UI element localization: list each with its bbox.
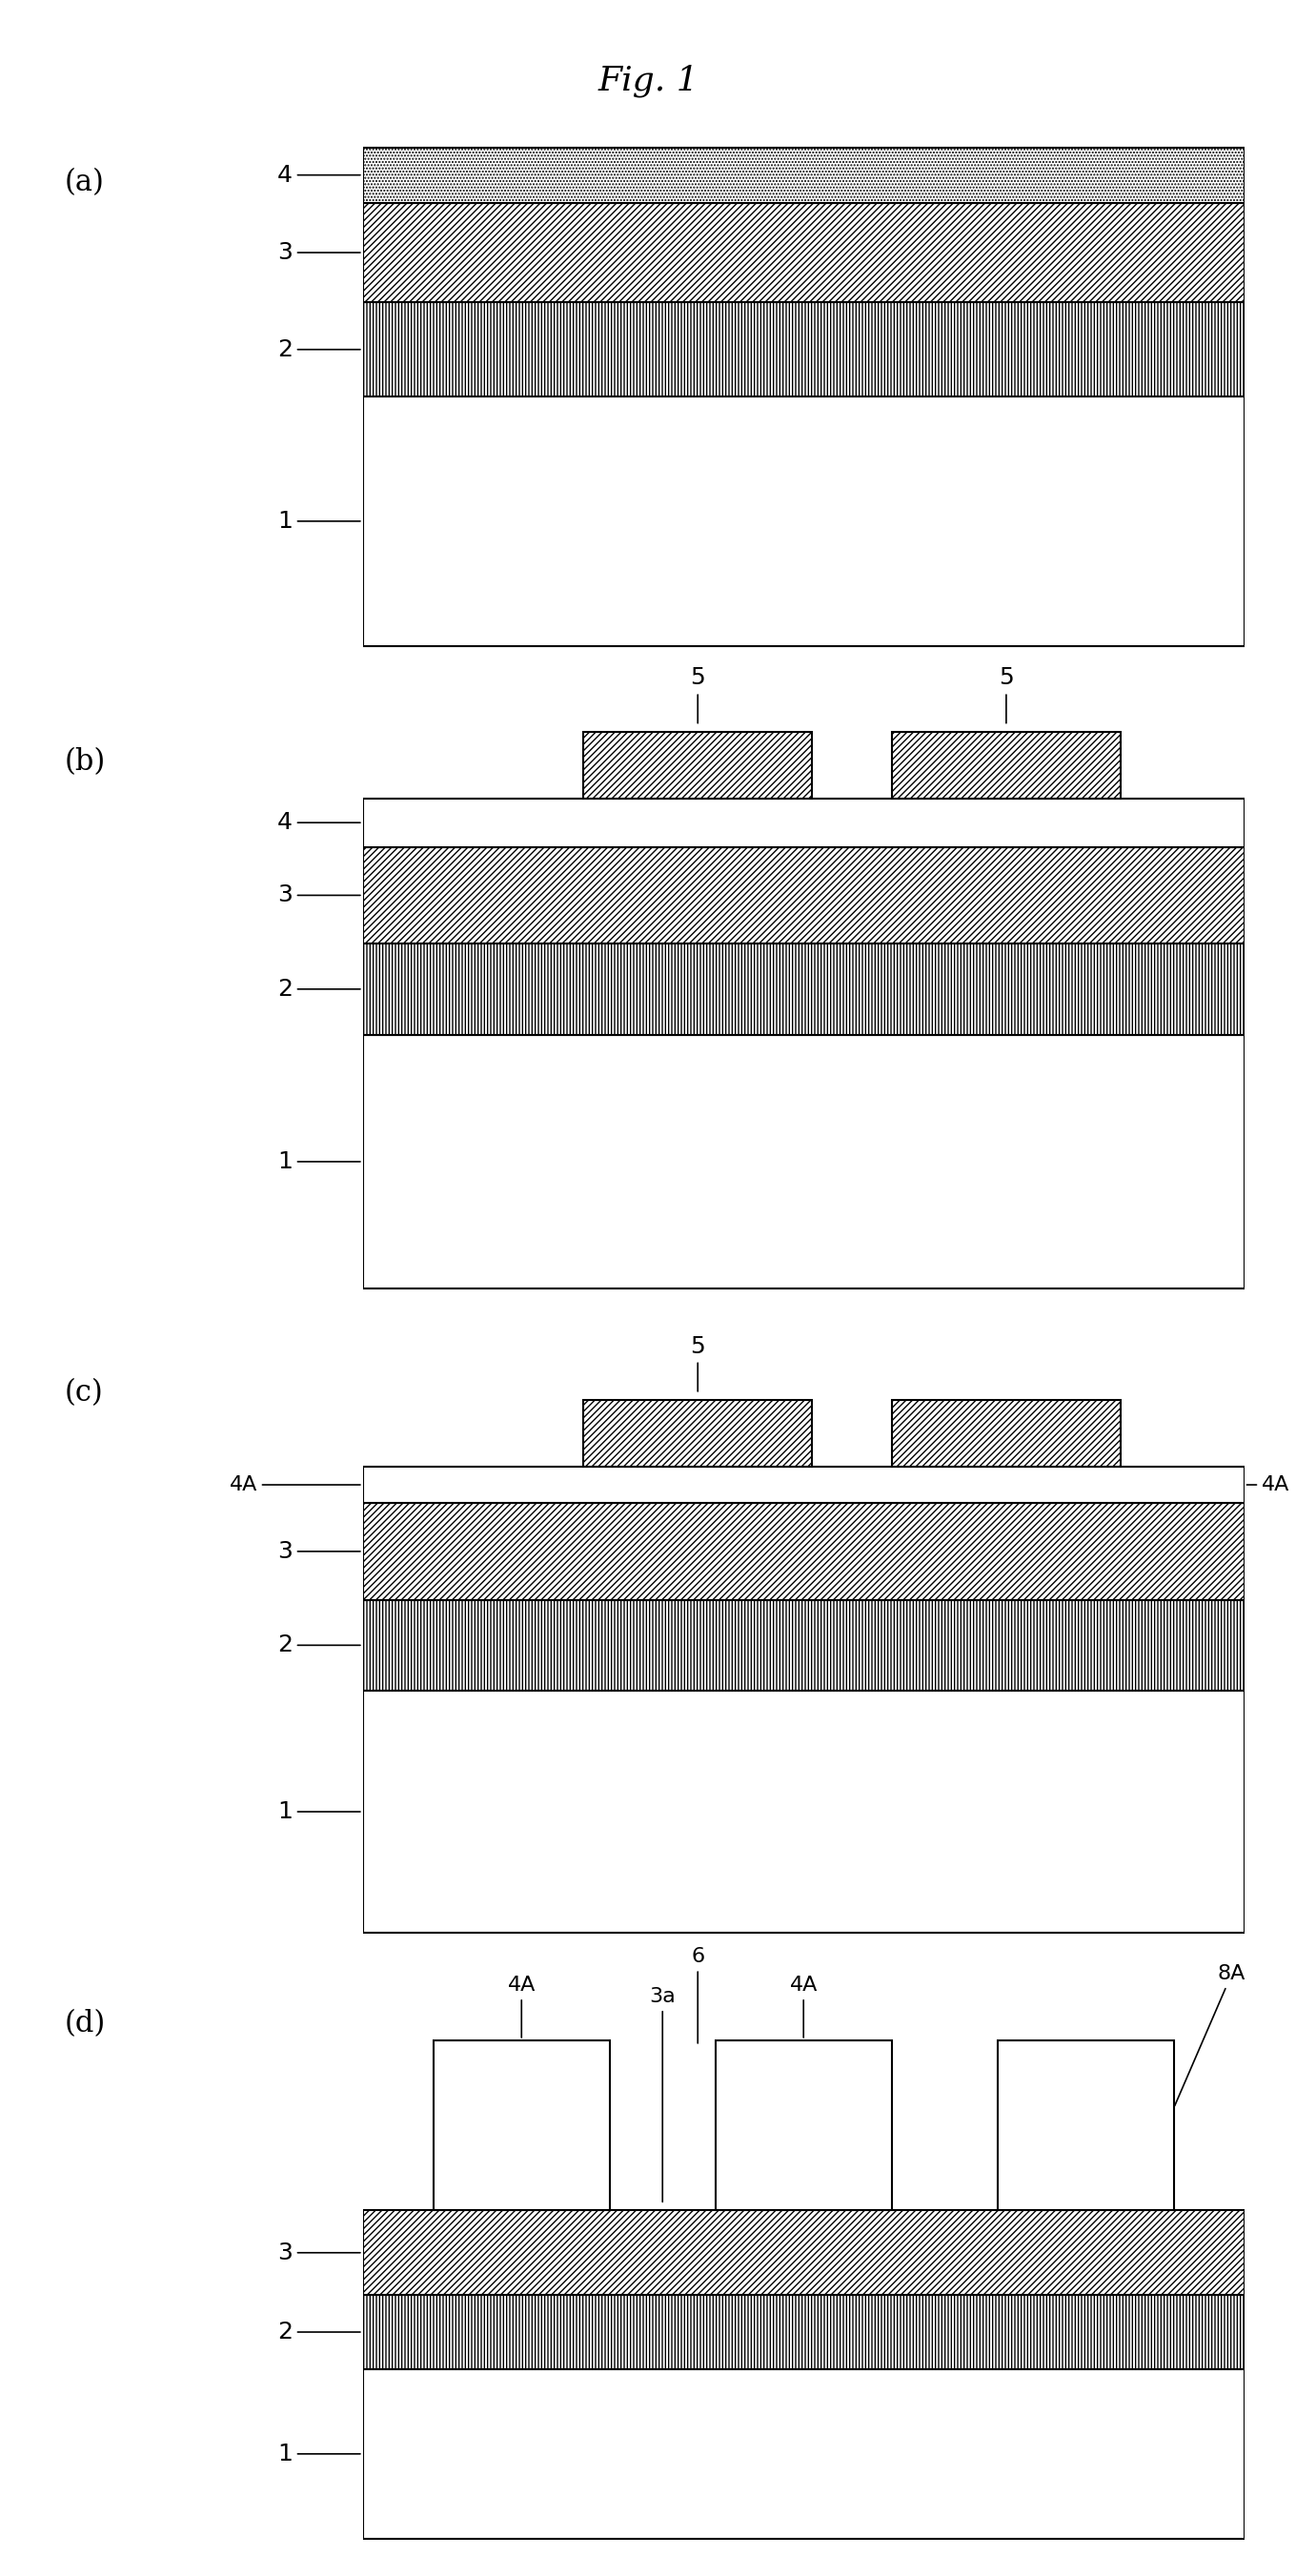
Text: (a): (a)	[65, 167, 105, 196]
Text: 4A: 4A	[508, 1976, 535, 2038]
Text: Fig. 1: Fig. 1	[597, 64, 699, 98]
Text: 1: 1	[277, 510, 360, 533]
Bar	[363, 1502, 1244, 1600]
Text: 5: 5	[691, 1334, 705, 1391]
Text: 3: 3	[277, 242, 360, 263]
Bar	[433, 2040, 609, 2210]
Text: 4A: 4A	[789, 1976, 818, 2038]
Text: 2: 2	[277, 1633, 360, 1656]
Bar	[715, 2040, 892, 2210]
Bar	[363, 204, 1244, 301]
Text: 4: 4	[277, 811, 360, 835]
Bar	[583, 1399, 813, 1466]
Text: 1: 1	[277, 1801, 360, 1824]
Text: 5: 5	[691, 667, 705, 724]
Bar	[363, 397, 1244, 647]
Bar	[892, 732, 1121, 799]
Text: (d): (d)	[65, 2009, 106, 2038]
Text: 3a: 3a	[649, 1986, 675, 2202]
Text: 3: 3	[277, 2241, 360, 2264]
Text: (c): (c)	[65, 1378, 104, 1406]
Bar	[363, 301, 1244, 397]
Text: 3: 3	[277, 1540, 360, 1564]
Text: 1: 1	[277, 2442, 360, 2465]
Bar	[363, 2370, 1244, 2540]
Text: 4: 4	[277, 165, 360, 185]
Bar	[892, 1399, 1121, 1466]
Text: 6: 6	[691, 1947, 705, 2043]
Text: 2: 2	[277, 2321, 360, 2344]
Bar	[363, 1036, 1244, 1288]
Bar	[363, 147, 1244, 204]
Bar	[363, 799, 1244, 848]
Bar	[363, 1600, 1244, 1690]
Bar	[363, 943, 1244, 1036]
Text: 3: 3	[277, 884, 360, 907]
Bar	[583, 732, 813, 799]
Text: 8A: 8A	[1174, 1965, 1245, 2105]
Bar	[998, 2040, 1174, 2210]
Bar	[363, 2295, 1244, 2370]
Text: 4A: 4A	[229, 1476, 360, 1494]
Bar	[363, 1466, 1244, 1502]
Bar	[363, 848, 1244, 943]
Text: 2: 2	[277, 337, 360, 361]
Text: 4A: 4A	[1247, 1476, 1290, 1494]
Text: 2: 2	[277, 979, 360, 999]
Bar	[363, 1690, 1244, 1932]
Text: 1: 1	[277, 1151, 360, 1172]
Text: (b): (b)	[65, 747, 106, 775]
Text: 5: 5	[999, 667, 1013, 724]
Bar	[363, 2210, 1244, 2295]
